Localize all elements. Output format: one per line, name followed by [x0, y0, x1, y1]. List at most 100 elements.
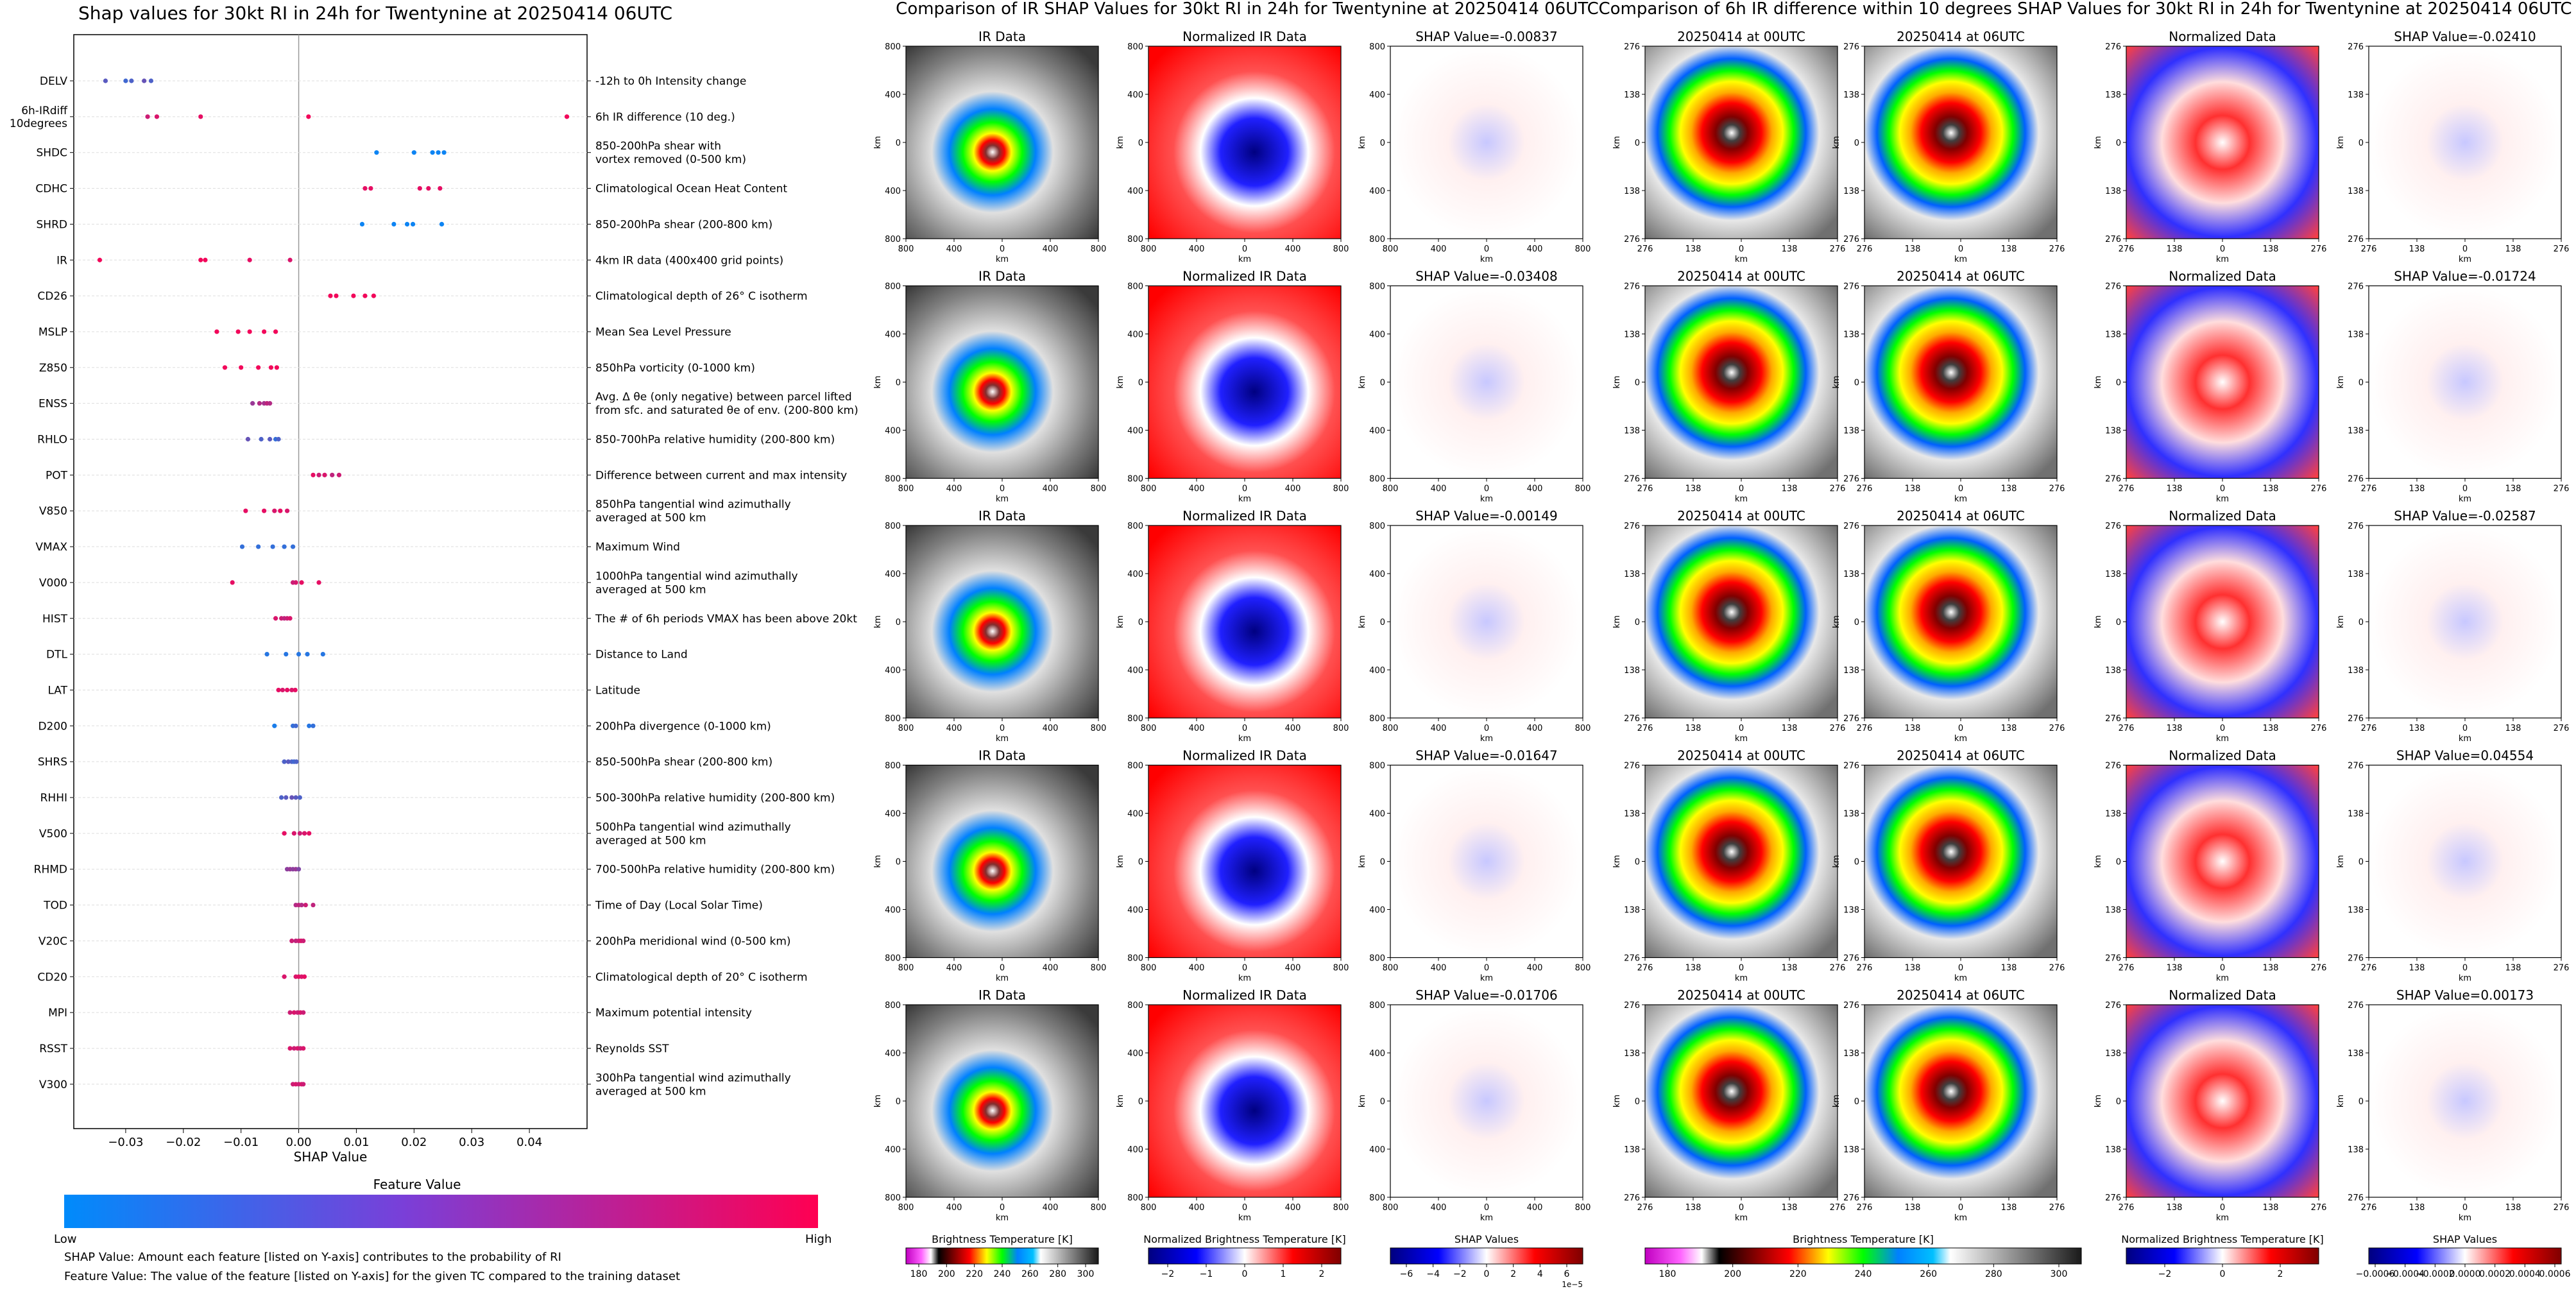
feature-label: 6h-IRdiff — [21, 105, 68, 117]
x-axis-label: km — [1954, 734, 1967, 744]
feature-descriptions: -12h to 0h Intensity change 6h IR differe… — [587, 75, 858, 1098]
shap-point — [391, 221, 397, 226]
x-tick-label: 138 — [2001, 484, 2017, 494]
feature-label: V20C — [38, 935, 67, 948]
colorbar-tick-label: 2 — [2278, 1269, 2283, 1279]
x-tick-label: 0.02 — [401, 1136, 427, 1149]
x-tick-label: 276 — [1830, 1203, 1846, 1213]
shap-point — [302, 831, 307, 836]
shap-point — [436, 150, 441, 155]
y-tick-label: 0 — [1635, 1097, 1640, 1107]
y-tick-label: 800 — [1369, 235, 1385, 244]
y-tick-label: 400 — [1127, 1145, 1143, 1155]
y-tick-label: 276 — [2348, 235, 2364, 244]
x-tick-label: 276 — [2311, 724, 2327, 733]
feature-label: SHRS — [38, 756, 67, 769]
shap-point — [287, 1046, 293, 1051]
shap-point — [276, 436, 281, 442]
colorbar-tick-label: 4 — [1537, 1269, 1543, 1279]
feature-description: averaged at 500 km — [595, 1085, 706, 1098]
x-tick-label: 276 — [2119, 1203, 2135, 1213]
feature-value-colorbar — [64, 1195, 818, 1228]
y-tick-label: 800 — [1369, 42, 1385, 52]
panel-title: SHAP Value=-0.01706 — [1415, 987, 1557, 1003]
y-tick-label: 400 — [1369, 330, 1385, 340]
shap-point — [371, 293, 377, 298]
y-tick-label: 0 — [1138, 618, 1143, 627]
x-axis-label: km — [2459, 1213, 2471, 1223]
feature-label: RHLO — [37, 434, 67, 447]
colorbar-title: Feature Value — [373, 1177, 461, 1192]
x-axis-label: km — [1480, 1213, 1493, 1223]
y-tick-label: 800 — [1369, 1193, 1385, 1203]
shap-point — [129, 78, 134, 83]
y-tick-label: 276 — [1624, 282, 1640, 292]
shap-point — [287, 257, 293, 262]
image-panel — [1390, 46, 1583, 239]
y-tick-label: 138 — [1843, 1049, 1859, 1059]
colorbar-tick-label: 0.0000 — [2450, 1269, 2481, 1279]
y-tick-label: 138 — [1843, 666, 1859, 676]
y-tick-label: 800 — [885, 42, 901, 52]
panel-title: Normalized IR Data — [1182, 748, 1307, 764]
x-tick-label: 0 — [2462, 964, 2468, 973]
x-tick-label: 400 — [1431, 964, 1447, 973]
y-tick-label: 276 — [2348, 1001, 2364, 1011]
x-tick-label: 138 — [1685, 724, 1702, 733]
y-tick-label: 400 — [1127, 330, 1143, 340]
panel-title: 20250414 at 06UTC — [1897, 987, 2025, 1003]
feature-description: Latitude — [595, 684, 640, 697]
x-tick-label: 0.00 — [286, 1136, 312, 1149]
shap-point — [404, 221, 410, 226]
panel-title: IR Data — [978, 269, 1026, 284]
x-tick-label: 276 — [2361, 484, 2377, 494]
y-axis-label: km — [2094, 1095, 2103, 1107]
feature-description: Avg. Δ θe (only negative) between parcel… — [595, 391, 852, 404]
y-axis-label: km — [873, 615, 883, 628]
feature-description: Distance to Land — [595, 649, 688, 662]
x-tick-label: 138 — [2409, 1203, 2425, 1213]
colorbar-title: Brightness Temperature [K] — [1793, 1233, 1934, 1245]
x-tick-label: 0 — [1958, 244, 1963, 254]
y-tick-label: 276 — [2105, 1001, 2121, 1011]
panel-title: SHAP Value=0.00173 — [2396, 987, 2534, 1003]
x-axis-label: km — [1238, 1213, 1251, 1223]
panel-title: 20250414 at 00UTC — [1677, 748, 1805, 764]
x-tick-label: 400 — [946, 964, 962, 973]
y-tick-label: 138 — [2348, 187, 2364, 196]
shap-point — [256, 365, 261, 370]
feature-label: V850 — [39, 505, 67, 518]
y-tick-label: 800 — [885, 1001, 901, 1011]
y-tick-label: 400 — [1127, 666, 1143, 676]
colorbar-tick-label: 0 — [1242, 1269, 1248, 1279]
x-tick-label: 138 — [2505, 964, 2521, 973]
shap-point — [351, 293, 356, 298]
x-tick-label: 276 — [2554, 1203, 2570, 1213]
x-axis-label: km — [2216, 974, 2229, 984]
y-axis-label: km — [2094, 615, 2103, 628]
x-tick-label: 138 — [1905, 244, 1921, 254]
x-axis-label: km — [1238, 495, 1251, 504]
x-tick-label: 138 — [2409, 484, 2425, 494]
y-tick-label: 138 — [2348, 570, 2364, 579]
panel-title: Normalized Data — [2169, 987, 2276, 1003]
shap-point — [247, 257, 252, 262]
feature-description: 850-700hPa relative humidity (200-800 km… — [595, 434, 835, 447]
y-axis-label: km — [1612, 855, 1622, 867]
x-tick-label: 400 — [1431, 484, 1447, 494]
colorbar-tick-label: 220 — [966, 1269, 983, 1279]
x-tick-label: 276 — [1637, 244, 1653, 254]
y-tick-label: 800 — [1127, 235, 1143, 244]
y-tick-label: 0 — [2116, 379, 2121, 388]
image-panel — [2126, 1004, 2319, 1198]
x-tick-label: 800 — [1575, 484, 1591, 494]
x-tick-label: 138 — [1685, 1203, 1702, 1213]
y-tick-label: 138 — [1624, 187, 1640, 196]
x-tick-label: 0 — [1000, 244, 1005, 254]
y-tick-label: 138 — [1624, 810, 1640, 819]
image-panel — [1390, 285, 1583, 479]
panel-title: 20250414 at 00UTC — [1677, 29, 1805, 44]
y-axis-label: km — [1832, 855, 1841, 867]
colorbar-tick-label: 280 — [1049, 1269, 1066, 1279]
feature-description: 4km IR data (400x400 grid points) — [595, 254, 783, 267]
